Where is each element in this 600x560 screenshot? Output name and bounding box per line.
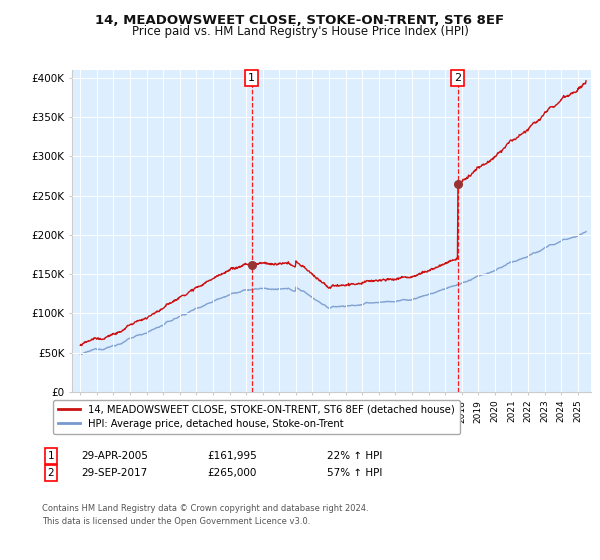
Text: 1: 1 [248, 73, 255, 83]
Text: 2: 2 [47, 468, 55, 478]
Text: Contains HM Land Registry data © Crown copyright and database right 2024.
This d: Contains HM Land Registry data © Crown c… [42, 504, 368, 525]
Text: 2: 2 [454, 73, 461, 83]
Text: 29-SEP-2017: 29-SEP-2017 [81, 468, 147, 478]
Text: £265,000: £265,000 [207, 468, 256, 478]
Text: 29-APR-2005: 29-APR-2005 [81, 451, 148, 461]
Legend: 14, MEADOWSWEET CLOSE, STOKE-ON-TRENT, ST6 8EF (detached house), HPI: Average pr: 14, MEADOWSWEET CLOSE, STOKE-ON-TRENT, S… [53, 400, 460, 434]
Text: 1: 1 [47, 451, 55, 461]
Text: Price paid vs. HM Land Registry's House Price Index (HPI): Price paid vs. HM Land Registry's House … [131, 25, 469, 38]
Text: 57% ↑ HPI: 57% ↑ HPI [327, 468, 382, 478]
Text: 22% ↑ HPI: 22% ↑ HPI [327, 451, 382, 461]
Text: £161,995: £161,995 [207, 451, 257, 461]
Text: 14, MEADOWSWEET CLOSE, STOKE-ON-TRENT, ST6 8EF: 14, MEADOWSWEET CLOSE, STOKE-ON-TRENT, S… [95, 14, 505, 27]
